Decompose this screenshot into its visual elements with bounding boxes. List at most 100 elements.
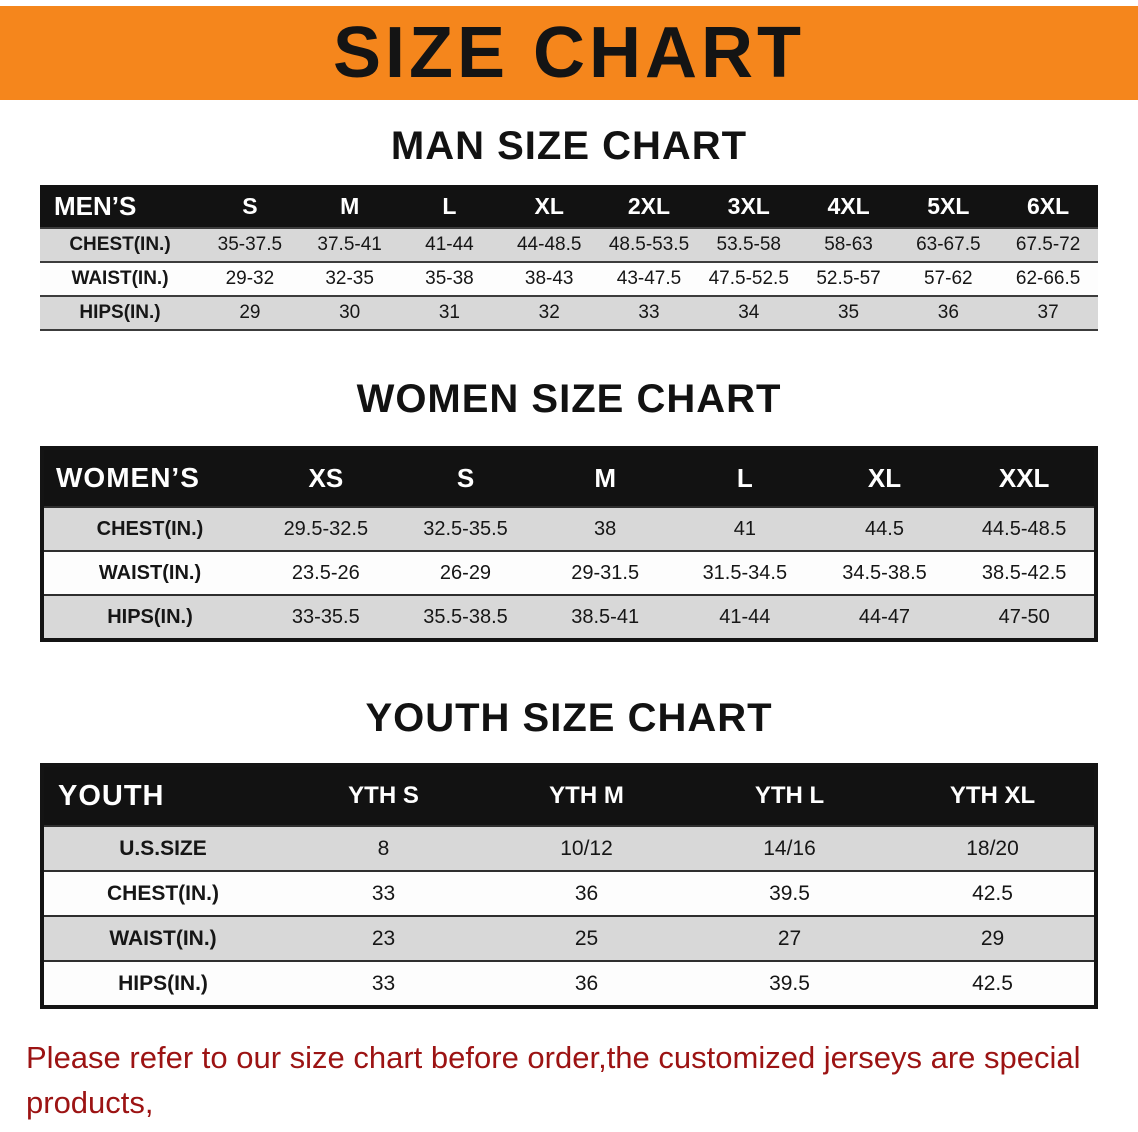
row-label: WAIST(IN.) — [71, 268, 169, 289]
table-row: CHEST(IN.) 33 36 39.5 42.5 — [44, 870, 1094, 915]
size-column-header: L — [736, 462, 753, 493]
table-name: YOUTH — [58, 779, 165, 812]
size-column-header: M — [340, 192, 360, 219]
measurement-cell: 37.5-41 — [317, 234, 382, 255]
measurement-cell: 44-47 — [858, 605, 911, 628]
table-name: WOMEN’S — [56, 462, 200, 493]
size-column-header: XXL — [998, 462, 1050, 493]
order-disclaimer: Please refer to our size chart before or… — [26, 1035, 1120, 1132]
row-label: HIPS(IN.) — [118, 971, 208, 995]
size-column-header: L — [442, 192, 457, 219]
measurement-cell: 39.5 — [769, 971, 810, 995]
size-column-header: XL — [867, 462, 902, 493]
youth-size-table: YOUTH YTH S YTH M YTH L YTH XL U.S.SIZE 8 10/12… — [40, 763, 1098, 1009]
size-column-header: YTH L — [754, 782, 825, 809]
measurement-cell: 30 — [339, 302, 361, 323]
table-name: MEN’S — [54, 190, 137, 221]
row-label: CHEST(IN.) — [96, 517, 204, 540]
measurement-cell: 47-50 — [998, 605, 1050, 628]
measurement-cell: 37 — [1037, 302, 1059, 323]
measurement-cell: 47.5-52.5 — [708, 268, 789, 289]
measurement-cell: 26-29 — [439, 561, 492, 584]
row-label: CHEST(IN.) — [107, 881, 219, 905]
page-title: SIZE CHART — [333, 13, 805, 93]
size-column-header: 5XL — [927, 192, 970, 219]
measurement-cell: 52.5-57 — [816, 268, 881, 289]
measurement-cell: 41 — [733, 517, 756, 540]
measurement-cell: 33 — [371, 881, 396, 905]
measurement-cell: 8 — [377, 836, 390, 860]
table-row: HIPS(IN.) 33 36 39.5 42.5 — [44, 960, 1094, 1005]
row-label: CHEST(IN.) — [69, 234, 171, 255]
measurement-cell: 38-43 — [524, 268, 574, 289]
measurement-cell: 35-38 — [425, 268, 474, 289]
measurement-cell: 44-48.5 — [516, 234, 582, 255]
measurement-cell: 38 — [594, 517, 617, 540]
measurement-cell: 48.5-53.5 — [608, 234, 690, 255]
measurement-cell: 36 — [574, 971, 599, 995]
measurement-cell: 29.5-32.5 — [283, 517, 369, 540]
row-label: WAIST(IN.) — [98, 561, 202, 584]
size-column-header: 3XL — [727, 192, 770, 219]
measurement-cell: 29-31.5 — [571, 561, 640, 584]
measurement-cell: 33 — [638, 302, 660, 323]
measurement-cell: 36 — [937, 302, 959, 323]
measurement-cell: 14/16 — [763, 836, 816, 860]
measurement-cell: 41-44 — [719, 605, 771, 628]
measurement-cell: 31 — [438, 302, 460, 323]
measurement-cell: 58-63 — [824, 234, 873, 255]
measurement-cell: 63-67.5 — [916, 234, 981, 255]
measurement-cell: 36 — [574, 881, 599, 905]
women-size-table: WOMEN’S XS S M L XL XXL CHEST(IN.) 29.5-32.5 32.5… — [40, 446, 1098, 642]
measurement-cell: 34.5-38.5 — [842, 561, 927, 584]
measurement-cell: 35 — [837, 302, 860, 323]
measurement-cell: 33 — [371, 971, 396, 995]
measurement-cell: 32 — [538, 302, 560, 323]
measurement-cell: 42.5 — [972, 881, 1013, 905]
measurement-cell: 32-35 — [325, 268, 374, 289]
measurement-cell: 53.5-58 — [716, 234, 781, 255]
table-row: WAIST(IN.) 23.5-26 26-29 29-31.5 31.5-34.5 34… — [44, 550, 1094, 594]
measurement-cell: 43-47.5 — [616, 268, 682, 289]
measurement-cell: 31.5-34.5 — [702, 561, 788, 584]
row-label: U.S.SIZE — [119, 836, 207, 860]
measurement-cell: 29 — [980, 926, 1005, 950]
measurement-cell: 44.5-48.5 — [981, 517, 1067, 540]
size-column-header: 6XL — [1027, 192, 1070, 219]
disclaimer-line-1: Please refer to our size chart before or… — [26, 1040, 1081, 1120]
table-header-row: YOUTH YTH S YTH M YTH L YTH XL — [44, 767, 1094, 825]
size-column-header: 4XL — [827, 192, 870, 219]
size-column-header: S — [242, 192, 258, 219]
table-header-row: WOMEN’S XS S M L XL XXL — [44, 450, 1094, 506]
table-row: U.S.SIZE 8 10/12 14/16 18/20 — [44, 825, 1094, 870]
measurement-cell: 62-66.5 — [1015, 268, 1081, 289]
size-column-header: 2XL — [627, 192, 671, 219]
measurement-cell: 35.5-38.5 — [423, 605, 508, 628]
measurement-cell: 18/20 — [966, 836, 1019, 860]
men-size-table: MEN’S S M L XL 2XL 3XL 4XL 5XL 6XL CHEST(IN.) 35-37… — [40, 185, 1098, 331]
measurement-cell: 39.5 — [769, 881, 810, 905]
measurement-cell: 42.5 — [972, 971, 1013, 995]
table-row: HIPS(IN.) 29 30 31 32 33 34 35 36 37 — [40, 295, 1098, 329]
measurement-cell: 44.5 — [865, 517, 904, 540]
measurement-cell: 25 — [574, 926, 599, 950]
table-row: WAIST(IN.) 23 25 27 29 — [44, 915, 1094, 960]
size-column-header: M — [594, 462, 616, 493]
size-column-header: XL — [534, 192, 564, 219]
size-column-header: YTH S — [348, 782, 419, 809]
measurement-cell: 29-32 — [225, 268, 275, 289]
youth-size-chart-heading: YOUTH SIZE CHART — [365, 696, 773, 740]
measurement-cell: 41-44 — [425, 234, 474, 255]
row-label: HIPS(IN.) — [107, 605, 193, 628]
measurement-cell: 34 — [738, 302, 760, 323]
measurement-cell: 32.5-35.5 — [423, 517, 508, 540]
size-column-header: XS — [308, 462, 344, 493]
size-column-header: YTH XL — [949, 782, 1036, 809]
table-header-row: MEN’S S M L XL 2XL 3XL 4XL 5XL 6XL — [40, 185, 1098, 227]
table-row: HIPS(IN.) 33-35.5 35.5-38.5 38.5-41 41-44 44-… — [44, 594, 1094, 638]
measurement-cell: 23.5-26 — [291, 561, 360, 584]
table-row: CHEST(IN.) 35-37.5 37.5-41 41-44 44-48.5 48.5… — [40, 227, 1098, 261]
row-label: WAIST(IN.) — [109, 926, 217, 950]
women-size-chart-heading: WOMEN SIZE CHART — [356, 377, 782, 421]
